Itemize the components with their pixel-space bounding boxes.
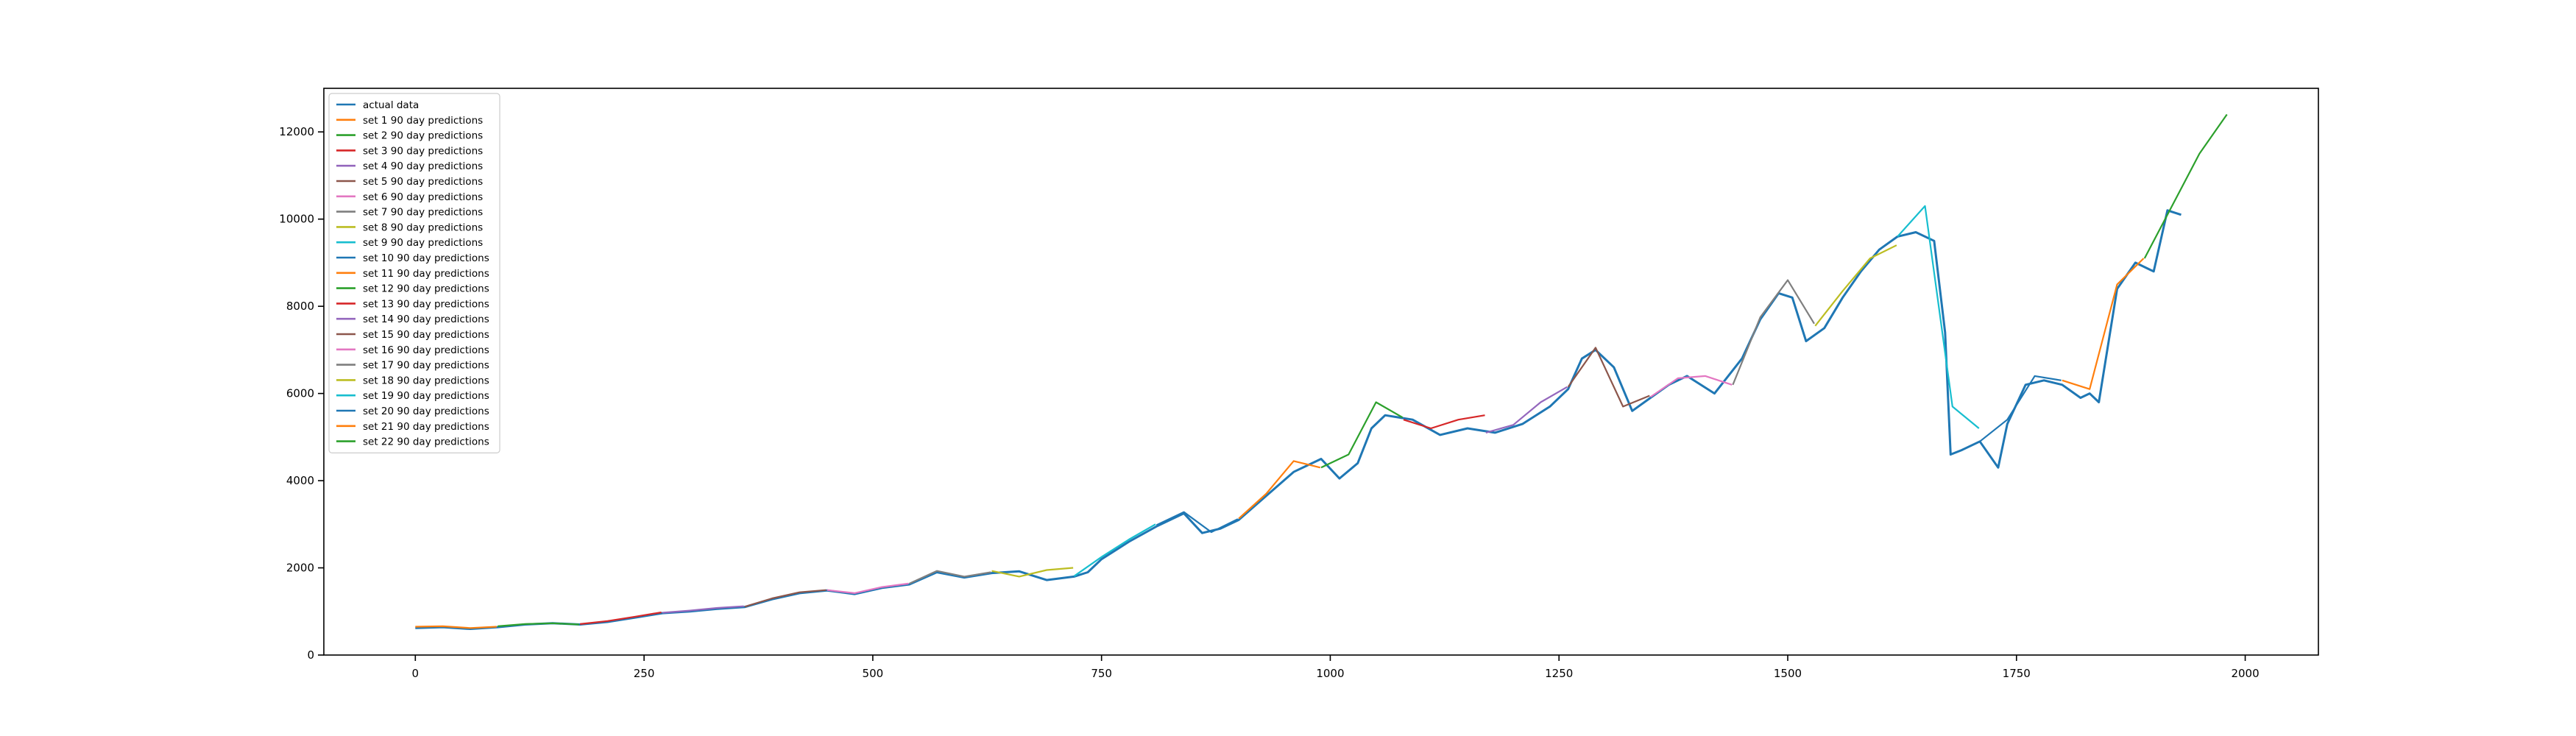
prediction-line-set-13 — [1403, 414, 1485, 430]
y-tick-label: 2000 — [286, 562, 314, 575]
legend-label: set 5 90 day predictions — [363, 176, 483, 188]
x-tick-label: 250 — [634, 667, 655, 680]
prediction-line-set-4 — [662, 605, 744, 614]
legend-box — [328, 93, 500, 453]
legend-label: set 14 90 day predictions — [363, 314, 489, 325]
prediction-line-set-21 — [2062, 258, 2145, 390]
legend-label: set 8 90 day predictions — [363, 222, 483, 233]
x-tick-label: 1500 — [1774, 667, 1802, 680]
x-tick-label: 1000 — [1316, 667, 1344, 680]
y-tick-label: 6000 — [286, 387, 314, 400]
legend-label: set 17 90 day predictions — [363, 360, 489, 372]
prediction-line-set-2 — [498, 622, 579, 627]
legend-label: set 21 90 day predictions — [363, 421, 489, 433]
prediction-line-set-5 — [744, 589, 827, 608]
legend-label: set 7 90 day predictions — [363, 207, 483, 219]
prediction-line-set-17 — [1732, 279, 1815, 386]
legend-label: set 3 90 day predictions — [363, 145, 483, 157]
legend-label: actual data — [363, 99, 419, 111]
legend-label: set 6 90 day predictions — [363, 191, 483, 203]
x-tick-label: 2000 — [2231, 667, 2259, 680]
y-tick-label: 10000 — [279, 213, 314, 226]
prediction-line-set-3 — [579, 611, 662, 625]
x-tick-label: 750 — [1091, 667, 1112, 680]
legend-label: set 10 90 day predictions — [363, 252, 489, 264]
legend-label: set 4 90 day predictions — [363, 160, 483, 172]
y-tick-label: 12000 — [279, 125, 314, 138]
prediction-line-set-7 — [909, 570, 991, 584]
actual-data-line — [415, 209, 2182, 630]
prediction-line-set-20 — [1979, 375, 2062, 442]
y-tick-label: 4000 — [286, 474, 314, 487]
legend-label: set 1 90 day predictions — [363, 115, 483, 127]
legend-label: set 19 90 day predictions — [363, 390, 489, 402]
prediction-line-set-15 — [1567, 347, 1650, 408]
legend-label: set 15 90 day predictions — [363, 329, 489, 341]
legend: actual data set 1 90 day predictions set 2… — [328, 93, 500, 453]
y-tick-label: 8000 — [286, 300, 314, 313]
prediction-line-set-16 — [1649, 375, 1733, 398]
series-layer — [415, 113, 2228, 630]
x-tick-label: 1750 — [2003, 667, 2031, 680]
x-tick-label: 500 — [863, 667, 884, 680]
y-tick-label: 0 — [307, 648, 314, 662]
legend-label: set 2 90 day predictions — [363, 130, 483, 142]
legend-label: set 13 90 day predictions — [363, 298, 489, 310]
prediction-line-set-22 — [2143, 113, 2228, 259]
x-tick-label: 0 — [412, 667, 420, 680]
prediction-line-set-10 — [1156, 511, 1239, 534]
prediction-line-set-8 — [991, 567, 1074, 578]
legend-label: set 18 90 day predictions — [363, 375, 489, 386]
prediction-line-set-1 — [415, 625, 497, 629]
legend-label: set 20 90 day predictions — [363, 406, 489, 417]
prediction-line-set-6 — [827, 582, 909, 595]
axes: 0 250 500 750 1000 1250 1500 1750 2000 0 2000 4000 6… — [279, 88, 2319, 680]
prediction-line-set-9 — [1073, 523, 1156, 577]
prediction-line-set-12 — [1320, 401, 1404, 469]
plot-frame — [323, 88, 2319, 656]
prediction-line-set-19 — [1897, 205, 1980, 429]
x-tick-label: 1250 — [1545, 667, 1573, 680]
legend-label: set 16 90 day predictions — [363, 344, 489, 356]
legend-label: set 9 90 day predictions — [363, 237, 483, 249]
prediction-line-set-18 — [1814, 244, 1897, 327]
legend-label: set 12 90 day predictions — [363, 283, 489, 295]
legend-label: set 22 90 day predictions — [363, 436, 489, 448]
prediction-line-set-11 — [1238, 460, 1321, 520]
prediction-line-set-14 — [1485, 386, 1568, 434]
legend-label: set 11 90 day predictions — [363, 268, 489, 280]
